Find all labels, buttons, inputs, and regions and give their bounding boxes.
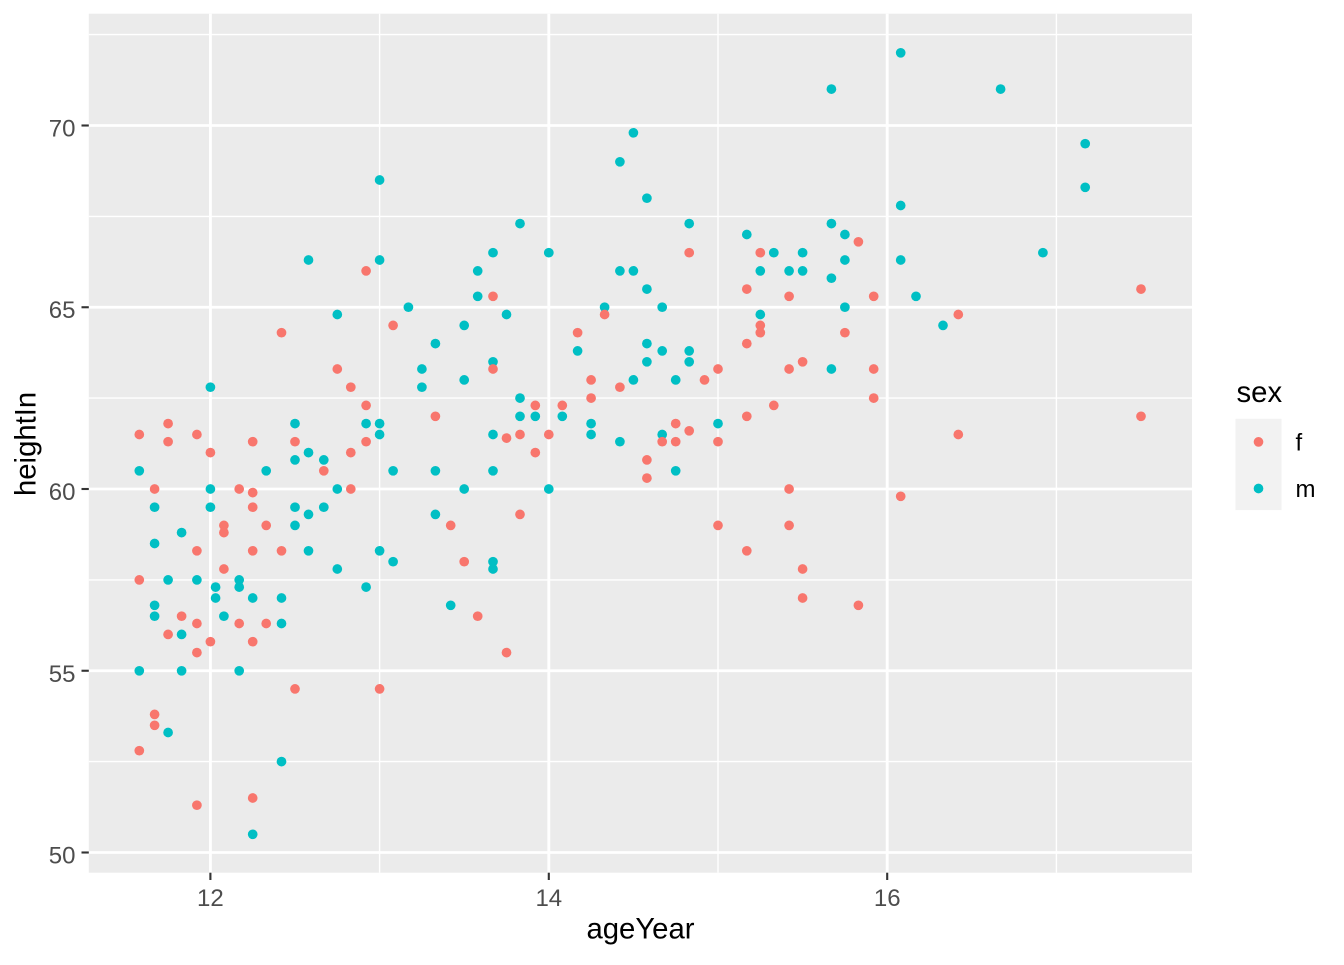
svg-text:m: m	[1296, 476, 1316, 503]
svg-text:12: 12	[197, 885, 224, 912]
svg-text:sex: sex	[1237, 376, 1283, 409]
svg-text:65: 65	[49, 297, 76, 324]
svg-text:50: 50	[49, 843, 76, 870]
svg-text:f: f	[1296, 430, 1303, 457]
svg-text:55: 55	[49, 661, 76, 688]
svg-text:70: 70	[49, 116, 76, 143]
svg-text:ageYear: ageYear	[586, 913, 694, 946]
svg-text:16: 16	[874, 885, 901, 912]
svg-text:14: 14	[535, 885, 562, 912]
svg-text:60: 60	[49, 479, 76, 506]
svg-text:heightIn: heightIn	[10, 392, 43, 496]
